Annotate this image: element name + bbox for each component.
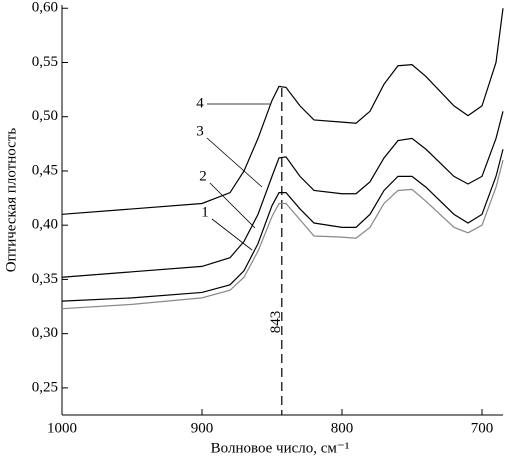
y-tick-label: 0,50: [32, 108, 58, 124]
spectrum-line: [61, 111, 504, 278]
leader-line: [206, 137, 263, 188]
y-tick-label: 0,60: [32, 0, 58, 16]
curve-label: 1: [201, 204, 209, 220]
y-tick-label: 0,30: [32, 325, 58, 341]
spectrum-line: [61, 159, 504, 310]
leader-line: [209, 182, 256, 229]
x-tick-label: 1000: [47, 420, 77, 436]
y-tick-label: 0,55: [32, 54, 58, 70]
x-tick-label: 800: [331, 420, 354, 436]
x-tick-label: 900: [191, 420, 214, 436]
spectrum-line: [61, 8, 504, 215]
curve-label: 4: [196, 95, 204, 111]
y-tick-label: 0,45: [32, 162, 58, 178]
y-tick-label: 0,35: [32, 271, 58, 287]
spectrum-line: [61, 149, 504, 302]
y-tick-label: 0,40: [32, 217, 58, 233]
x-tick-label: 700: [471, 420, 494, 436]
leader-line: [211, 218, 253, 251]
curve-label: 2: [199, 168, 207, 184]
marker-label: 843: [268, 311, 284, 334]
curve-label: 3: [196, 123, 204, 139]
x-axis-title: Волновое число, см⁻¹: [211, 440, 350, 456]
y-axis-title: Оптическая плотность: [3, 128, 19, 273]
y-tick-label: 0,25: [32, 379, 58, 395]
